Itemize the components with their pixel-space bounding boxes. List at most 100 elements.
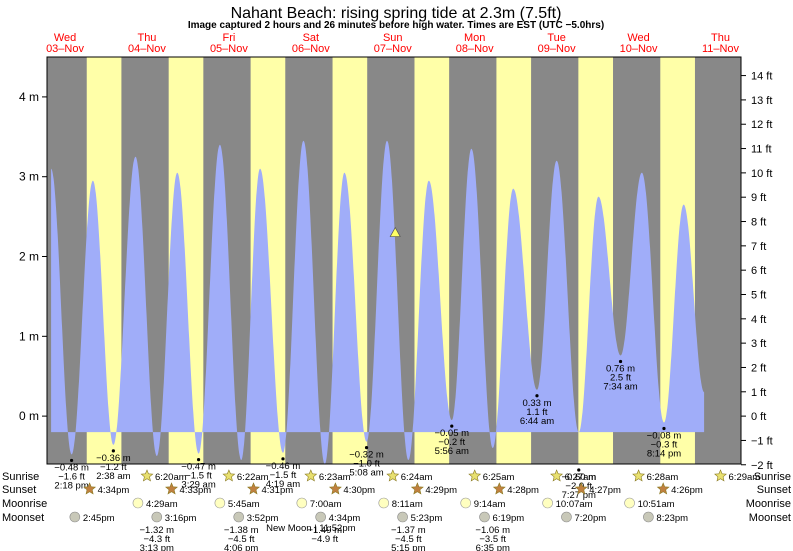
low-tide-dot — [662, 426, 666, 431]
day-labels: Wed03–NovThu04–NovFri05–NovSat06–NovSun0… — [46, 32, 739, 55]
day-of-week: Thu — [137, 32, 156, 44]
low-tide-dot — [450, 424, 454, 428]
low-tide-m: −0.36 m — [96, 453, 131, 464]
row-label-left: Sunrise — [2, 471, 39, 483]
moonrise-time: 5:45am — [228, 499, 260, 510]
low-tide-m: −0.46 m — [266, 461, 301, 472]
right-tick-label: 0 ft — [751, 411, 766, 423]
sunset-star — [656, 482, 670, 495]
low-tide-time: 4:19 am — [266, 479, 300, 490]
lower-tide-time: 3:13 pm — [140, 543, 174, 551]
moonset-moon — [151, 511, 163, 523]
right-tick-label: 9 ft — [751, 192, 766, 204]
sunrise-time: 6:27am — [565, 472, 597, 483]
right-tick-label: 6 ft — [751, 265, 766, 277]
moonset-moon — [479, 511, 490, 523]
left-tick-label: 0 m — [19, 409, 39, 423]
sunset-star — [165, 482, 178, 495]
low-tide-m: −0.32 m — [349, 450, 384, 461]
low-tide-m: −0.60 m — [561, 472, 596, 483]
sunset-time: 4:30pm — [343, 485, 375, 496]
tide-area — [51, 140, 705, 465]
low-tide-time: 2:18 pm — [54, 480, 88, 491]
right-tick-label: 5 ft — [751, 289, 766, 301]
low-tide-ft: −0.3 ft — [651, 440, 678, 451]
low-tide-dot — [196, 458, 201, 462]
low-tide-m: −0.08 m — [647, 431, 682, 442]
sunset-star — [492, 482, 506, 495]
sunrise-star — [222, 469, 236, 482]
low-tide-time: 8:14 pm — [647, 449, 681, 460]
moonrise-time: 4:29am — [146, 499, 178, 510]
sunset-star — [328, 482, 342, 495]
low-tide-time: 5:08 am — [349, 468, 383, 479]
right-tick-label: 2 ft — [751, 362, 766, 374]
left-tick-label: 4 m — [19, 90, 39, 104]
sunrise-time: 6:20am — [155, 472, 187, 483]
sunrise-star — [714, 469, 727, 482]
lower-tide-ft: −4.9 ft — [311, 534, 338, 545]
lower-tide-m: −1.37 m — [391, 525, 426, 536]
low-tide-time: 2:38 am — [96, 471, 130, 482]
low-tide-m: −0.48 m — [54, 462, 89, 473]
moonset-time: 8:23pm — [656, 513, 688, 524]
sunrise-star — [468, 469, 482, 482]
lower-tide-time: 4:06 pm — [224, 543, 258, 551]
right-tick-label: 4 ft — [751, 314, 766, 326]
sunrise-time: 6:24am — [401, 472, 433, 483]
sunset-time: 4:26pm — [671, 485, 703, 496]
right-tick-label: 13 ft — [751, 95, 772, 107]
day-date: 09–Nov — [538, 43, 576, 55]
row-label-left: Moonrise — [2, 498, 47, 510]
low-tide-dot — [281, 457, 285, 461]
low-tide-ft: −1.5 ft — [270, 470, 297, 481]
moonrise-moon — [214, 497, 226, 509]
row-label-right: Moonrise — [746, 498, 791, 510]
low-tide-m: −0.05 m — [434, 428, 469, 439]
sunrise-star — [632, 469, 646, 482]
day-of-week: Wed — [54, 32, 76, 44]
sunrise-time: 6:29am — [729, 472, 761, 483]
lower-tide-m: −1.38 m — [224, 525, 259, 536]
moonrise-moon — [460, 497, 471, 509]
low-tide-dot — [618, 359, 623, 364]
row-label-left: Sunset — [2, 484, 36, 496]
moonset-moon — [233, 511, 245, 523]
sunrise-star — [550, 469, 564, 482]
sunrise-time: 6:22am — [237, 472, 269, 483]
row-label-right: Sunrise — [754, 471, 791, 483]
low-tide-time: 3:29 am — [181, 480, 215, 491]
row-label-right: Sunset — [757, 484, 791, 496]
day-date: 06–Nov — [292, 43, 330, 55]
low-tide-m: 0.33 m — [522, 398, 551, 409]
tide-labels: −0.48 m−1.6 ft2:18 pm −0.36 m−1.2 ft2:38 … — [54, 359, 682, 551]
lower-tide-ft: −4.3 ft — [143, 534, 170, 545]
axes: 0 m 1 m 2 m 3 m 4 m −2 ft −1 ft 0 ft 1 ft 2 ft 3 f… — [19, 71, 773, 472]
day-of-week: Wed — [627, 32, 649, 44]
right-tick-label: 7 ft — [751, 241, 766, 253]
sunset-time: 4:33pm — [180, 485, 212, 496]
moonrise-moon — [624, 497, 635, 509]
low-tide-dot — [577, 468, 581, 472]
sunrise-time: 6:23am — [319, 472, 351, 483]
moonset-time: 3:52pm — [247, 513, 279, 524]
sunrise-time: 6:28am — [647, 472, 679, 483]
sunset-star — [83, 482, 97, 495]
moonrise-time: 10:07am — [556, 499, 593, 510]
day-date: 03–Nov — [46, 43, 84, 55]
lower-tide-m: −1.06 m — [475, 525, 510, 536]
low-tide-ft: 1.1 ft — [526, 407, 547, 418]
moonset-moon — [315, 511, 326, 523]
chart-subtitle: Image captured 2 hours and 26 minutes be… — [188, 20, 604, 31]
low-tide-time: 7:27 pm — [562, 490, 596, 501]
moonrise-moon — [542, 497, 553, 509]
left-tick-label: 3 m — [19, 170, 39, 184]
moonset-time: 3:16pm — [165, 513, 197, 524]
right-tick-label: −1 ft — [751, 435, 773, 447]
moonset-moon — [561, 511, 572, 523]
low-tide-dot — [69, 458, 74, 463]
moonrise-time: 10:51am — [638, 499, 675, 510]
low-tide-ft: −1.6 ft — [58, 471, 85, 482]
moonset-moon — [397, 511, 408, 523]
